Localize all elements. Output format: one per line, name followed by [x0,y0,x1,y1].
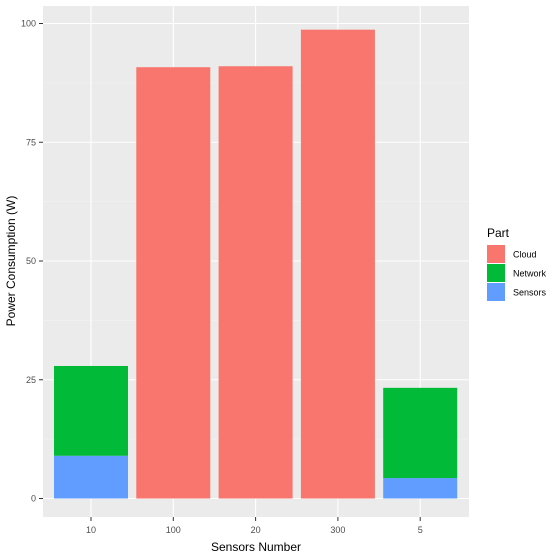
y-tick-label: 50 [26,256,36,266]
bar-cloud-300 [300,29,375,499]
legend-title: Part [487,226,510,240]
legend-swatch-network [487,264,505,282]
legend: Part Cloud Network Sensors [487,226,547,301]
bars [54,29,458,499]
x-tick-label: 300 [330,525,345,535]
y-axis-title: Power Consumption (W) [4,196,18,327]
legend-label-sensors: Sensors [513,288,547,298]
bar-network-10 [54,365,128,456]
x-tick-label: 5 [418,525,423,535]
y-tick-label: 75 [26,137,36,147]
bar-sensors-10 [54,455,128,499]
bar-network-5 [383,387,458,479]
x-tick-label: 10 [86,525,96,535]
x-tick-label: 100 [166,525,181,535]
y-tick-label: 25 [26,375,36,385]
legend-items: Cloud Network Sensors [487,245,547,301]
bar-sensors-5 [383,478,458,499]
y-tick-label: 100 [21,19,36,29]
legend-label-network: Network [513,269,547,279]
bar-cloud-20 [218,66,293,499]
y-axis-ticks: 0 25 50 75 100 [21,19,43,504]
legend-label-cloud: Cloud [513,250,537,260]
y-tick-label: 0 [31,494,36,504]
x-axis-ticks: 10 100 20 300 5 [86,517,423,535]
x-axis-title: Sensors Number [211,540,301,554]
legend-swatch-cloud [487,245,505,263]
x-tick-label: 20 [251,525,261,535]
bar-cloud-100 [136,67,211,499]
legend-swatch-sensors [487,283,505,301]
